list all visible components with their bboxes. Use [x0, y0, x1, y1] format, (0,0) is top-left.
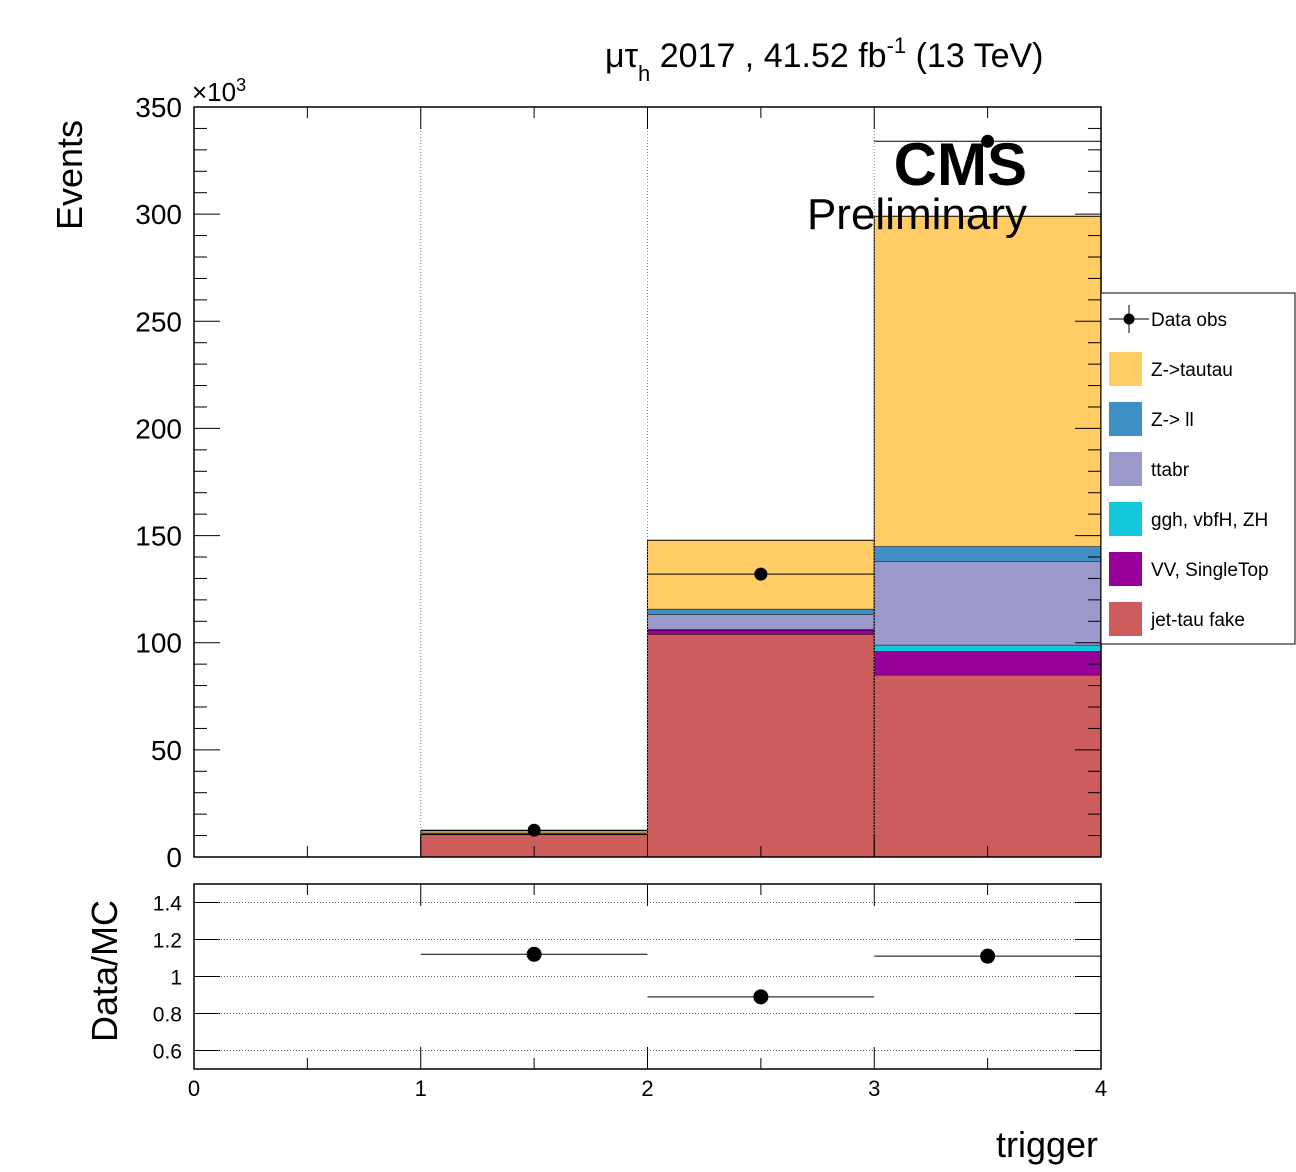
legend-label: ttabr: [1151, 460, 1190, 481]
y-tick-label: 300: [135, 199, 182, 230]
data-points: [420, 134, 1101, 837]
bar-segment: [420, 834, 648, 857]
ratio-y-tick-label: 1.4: [153, 893, 183, 916]
y-tick-label: 100: [135, 628, 182, 659]
y-multiplier: ×103: [192, 75, 246, 107]
ratio-y-tick-label: 0.8: [153, 1004, 182, 1027]
legend-label: jet-tau fake: [1150, 610, 1245, 631]
bar-segment: [874, 546, 1101, 562]
bar-segment: [647, 608, 875, 615]
ratio-grid: [194, 902, 1101, 1051]
legend-swatch: [1109, 452, 1142, 486]
legend-marker-point: [1123, 313, 1135, 325]
ratio-y-tick-label: 1: [170, 967, 182, 990]
data-point: [981, 134, 995, 148]
bar-segment: [874, 644, 1101, 652]
y-axis-label-ratio: Data/MC: [84, 900, 125, 1042]
y-tick-label: 250: [135, 306, 182, 337]
x-axis-label: trigger: [996, 1124, 1098, 1165]
ratio-axes: 0.6 0.8 1 1.2 1.4 0 1 2 3 4: [153, 883, 1107, 1101]
legend-label: Z-> ll: [1151, 410, 1194, 431]
bar-segment: [874, 651, 1101, 675]
y-tick-label: 150: [135, 521, 182, 552]
legend-label: ggh, vbfH, ZH: [1151, 510, 1268, 531]
y-tick-label: 50: [151, 735, 182, 766]
y-tick-label: 200: [135, 413, 182, 444]
bar-segment: [647, 634, 875, 857]
legend-swatch: [1109, 352, 1142, 386]
x-tick-label: 2: [641, 1076, 653, 1101]
main-axes: 0 50 100 150 200 250 300 350: [135, 92, 1102, 873]
bar-segment: [647, 614, 875, 630]
bar-segment: [874, 216, 1101, 547]
x-tick-label: 3: [868, 1076, 880, 1101]
stacked-histogram: [420, 215, 1102, 857]
ratio-y-tick-label: 0.6: [153, 1041, 182, 1064]
x-tick-label: 4: [1095, 1076, 1107, 1101]
x-tick-label: 0: [188, 1076, 200, 1101]
bin-grid-lines: [420, 107, 875, 857]
ratio-point: [980, 948, 996, 964]
bar-segment: [647, 629, 875, 635]
x-tick-label: 1: [415, 1076, 427, 1101]
legend-swatch: [1109, 502, 1142, 536]
ratio-point: [526, 946, 542, 962]
preliminary-label: Preliminary: [807, 190, 1027, 239]
legend-swatch: [1109, 552, 1142, 586]
legend-label: VV, SingleTop: [1151, 560, 1269, 581]
y-tick-label: 350: [135, 92, 182, 123]
data-point: [527, 823, 541, 837]
chart-title: μτh 2017 , 41.52 fb-1 (13 TeV): [605, 33, 1043, 86]
y-axis-label-events: Events: [49, 120, 90, 230]
ratio-point: [753, 989, 769, 1005]
legend: Data obs Z->tautau Z-> ll ttabr ggh, vbfH, Z…: [1100, 292, 1296, 645]
bar-segment: [874, 561, 1101, 645]
legend-swatch: [1109, 602, 1142, 636]
y-tick-label: 0: [166, 842, 182, 873]
ratio-points: [420, 946, 1101, 1005]
legend-label: Z->tautau: [1151, 360, 1233, 381]
data-point: [754, 567, 768, 581]
legend-swatch: [1109, 402, 1142, 436]
cms-label: CMS: [894, 131, 1027, 198]
bar-segment: [874, 674, 1101, 857]
ratio-y-tick-label: 1.2: [153, 930, 182, 953]
legend-label: Data obs: [1151, 310, 1227, 331]
